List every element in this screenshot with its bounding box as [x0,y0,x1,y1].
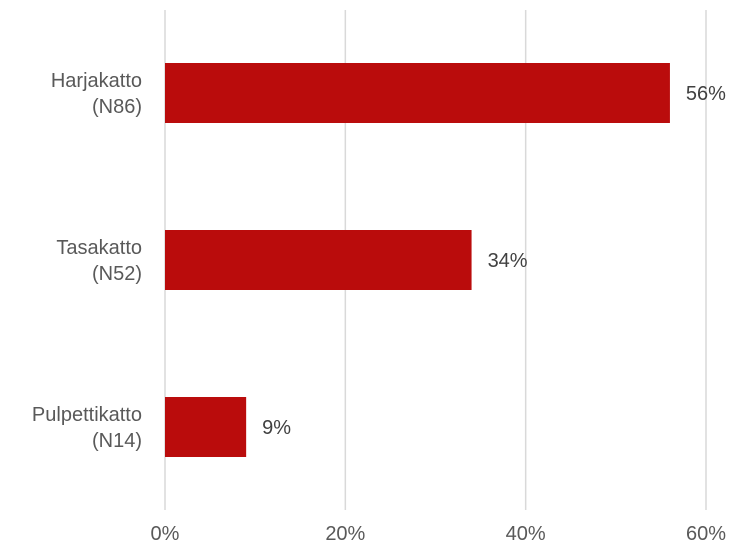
x-tick-label: 60% [686,523,726,545]
data-label: 56% [686,83,726,105]
category-label-line: Pulpettikatto [32,404,142,426]
category-label-line: (N14) [92,430,142,452]
bars [165,63,670,457]
category-label-line: (N86) [92,96,142,118]
category-label-line: Tasakatto [56,237,142,259]
data-label: 34% [488,250,528,272]
category-labels: Harjakatto (N86) Tasakatto (N52) Pulpettikat… [32,70,142,452]
bar [165,397,247,457]
x-tick-label: 40% [506,523,546,545]
x-tick-label: 20% [325,523,365,545]
bar [165,63,670,123]
bar [165,230,472,290]
data-labels: 56% 34% 9% [262,83,726,439]
data-label: 9% [262,417,291,439]
x-axis-ticks: 0% 20% 40% 60% [151,523,727,545]
category-label: Tasakatto (N52) [56,237,142,285]
x-tick-label: 0% [151,523,180,545]
category-label: Harjakatto (N86) [51,70,142,118]
category-label-line: (N52) [92,263,142,285]
category-label: Pulpettikatto (N14) [32,404,142,452]
category-label-line: Harjakatto [51,70,142,92]
